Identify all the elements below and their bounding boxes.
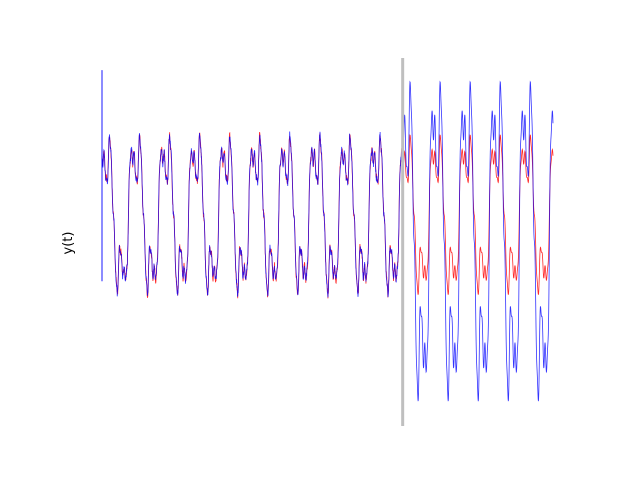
series-line-1 bbox=[101, 131, 554, 299]
plot-area bbox=[101, 58, 554, 426]
series-line-2 bbox=[101, 80, 554, 402]
y-axis-label: y(t) bbox=[61, 232, 76, 255]
